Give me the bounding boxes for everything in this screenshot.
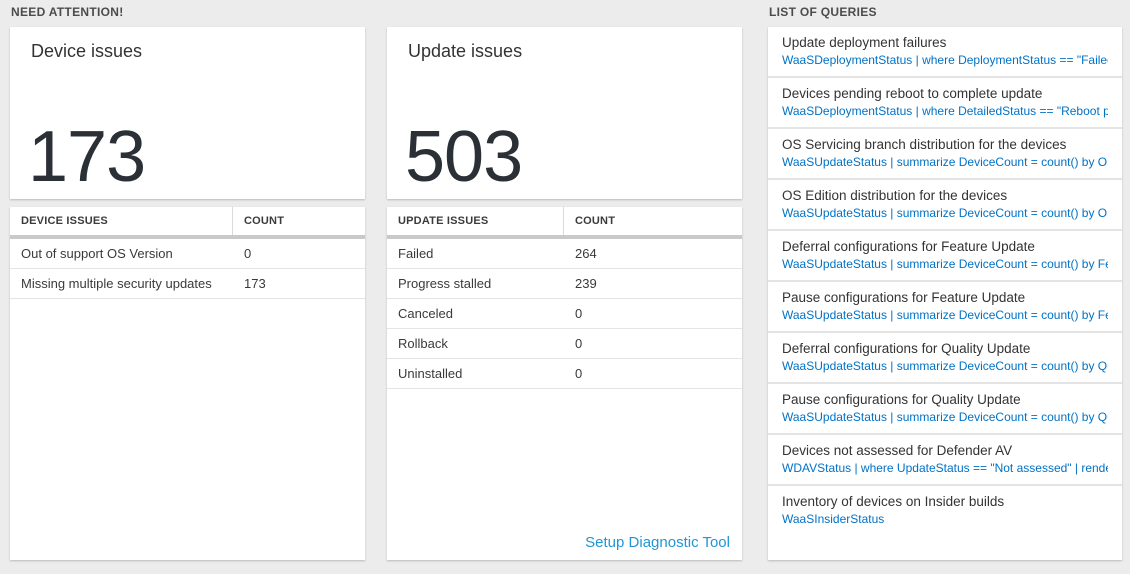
row-count: 264	[575, 246, 597, 261]
query-item-devices-pending-reboot[interactable]: Devices pending reboot to complete updat…	[768, 76, 1122, 127]
table-row-missing-security-updates[interactable]: Missing multiple security updates 173	[10, 269, 365, 299]
query-item-defender-av-not-assessed[interactable]: Devices not assessed for Defender AV WDA…	[768, 433, 1122, 484]
row-label: Rollback	[398, 336, 448, 351]
query-item-deferral-feature-update[interactable]: Deferral configurations for Feature Upda…	[768, 229, 1122, 280]
query-title: Pause configurations for Feature Update	[782, 290, 1026, 305]
query-item-deferral-quality-update[interactable]: Deferral configurations for Quality Upda…	[768, 331, 1122, 382]
row-count: 239	[575, 276, 597, 291]
query-title: OS Servicing branch distribution for the…	[782, 137, 1067, 152]
header-divider-band	[387, 235, 742, 239]
query-item-pause-feature-update[interactable]: Pause configurations for Feature Update …	[768, 280, 1122, 331]
device-issues-count: 173	[28, 117, 146, 197]
query-item-os-servicing-branch[interactable]: OS Servicing branch distribution for the…	[768, 127, 1122, 178]
query-title: OS Edition distribution for the devices	[782, 188, 1008, 203]
row-count: 0	[244, 246, 252, 261]
device-issues-title: Device issues	[31, 41, 143, 61]
query-item-update-deployment-failures[interactable]: Update deployment failures WaaSDeploymen…	[768, 27, 1122, 76]
table-row-uninstalled[interactable]: Uninstalled 0	[387, 359, 742, 389]
row-label: Missing multiple security updates	[21, 276, 212, 291]
query-text[interactable]: WDAVStatus | where UpdateStatus == "Not …	[782, 461, 1108, 475]
query-title: Devices pending reboot to complete updat…	[782, 86, 1043, 101]
header-divider-band	[10, 235, 365, 239]
list-of-queries-header: LIST OF QUERIES	[769, 5, 877, 19]
query-text[interactable]: WaaSUpdateStatus | summarize DeviceCount…	[782, 206, 1108, 220]
row-count: 173	[244, 276, 266, 291]
query-title: Pause configurations for Quality Update	[782, 392, 1021, 407]
query-title: Inventory of devices on Insider builds	[782, 494, 1005, 509]
row-label: Out of support OS Version	[21, 246, 173, 261]
update-issues-table-header: UPDATE ISSUES COUNT	[387, 207, 742, 235]
device-issues-tile[interactable]: Device issues 173	[10, 27, 365, 199]
table-row-rollback[interactable]: Rollback 0	[387, 329, 742, 359]
column-header-device-issues: DEVICE ISSUES	[10, 207, 233, 235]
query-text[interactable]: WaaSDeploymentStatus | where DetailedSta…	[782, 104, 1108, 118]
device-issues-table-header: DEVICE ISSUES COUNT	[10, 207, 365, 235]
row-label: Failed	[398, 246, 434, 261]
query-text[interactable]: WaaSUpdateStatus | summarize DeviceCount…	[782, 257, 1108, 271]
update-issues-tile[interactable]: Update issues 503	[387, 27, 742, 199]
query-text[interactable]: WaaSUpdateStatus | summarize DeviceCount…	[782, 308, 1108, 322]
query-item-insider-builds-inventory[interactable]: Inventory of devices on Insider builds W…	[768, 484, 1122, 535]
query-item-os-edition-distribution[interactable]: OS Edition distribution for the devices …	[768, 178, 1122, 229]
table-row-failed[interactable]: Failed 264	[387, 239, 742, 269]
query-item-pause-quality-update[interactable]: Pause configurations for Quality Update …	[768, 382, 1122, 433]
query-text[interactable]: WaaSUpdateStatus | summarize DeviceCount…	[782, 359, 1108, 373]
query-title: Devices not assessed for Defender AV	[782, 443, 1013, 458]
queries-column: LIST OF QUERIES Update deployment failur…	[768, 0, 1122, 560]
device-issues-table: DEVICE ISSUES COUNT Out of support OS Ve…	[10, 207, 365, 560]
queries-panel: Update deployment failures WaaSDeploymen…	[768, 27, 1122, 560]
column-header-update-issues: UPDATE ISSUES	[387, 207, 564, 235]
setup-diagnostic-tool-link[interactable]: Setup Diagnostic Tool	[585, 534, 730, 551]
update-issues-table: UPDATE ISSUES COUNT Failed 264 Progress …	[387, 207, 742, 560]
table-row-canceled[interactable]: Canceled 0	[387, 299, 742, 329]
row-count: 0	[575, 306, 583, 321]
row-count: 0	[575, 366, 583, 381]
query-text[interactable]: WaaSInsiderStatus	[782, 512, 885, 526]
query-title: Deferral configurations for Feature Upda…	[782, 239, 1035, 254]
update-issues-title: Update issues	[408, 41, 523, 61]
column-header-count: COUNT	[244, 215, 285, 227]
query-text[interactable]: WaaSUpdateStatus | summarize DeviceCount…	[782, 155, 1108, 169]
row-label: Canceled	[398, 306, 453, 321]
table-row-out-of-support-os[interactable]: Out of support OS Version 0	[10, 239, 365, 269]
query-title: Update deployment failures	[782, 35, 947, 50]
need-attention-header: NEED ATTENTION!	[11, 5, 124, 19]
row-label: Progress stalled	[398, 276, 492, 291]
row-label: Uninstalled	[398, 366, 463, 381]
row-count: 0	[575, 336, 583, 351]
query-text[interactable]: WaaSUpdateStatus | summarize DeviceCount…	[782, 410, 1108, 424]
query-text[interactable]: WaaSDeploymentStatus | where DeploymentS…	[782, 53, 1108, 67]
need-attention-middle-column: Update issues 503 UPDATE ISSUES COUNT Fa…	[387, 0, 742, 560]
need-attention-left-column: NEED ATTENTION! Device issues 173 DEVICE…	[10, 0, 365, 560]
update-issues-count: 503	[405, 117, 523, 197]
column-header-count: COUNT	[575, 215, 616, 227]
query-title: Deferral configurations for Quality Upda…	[782, 341, 1031, 356]
table-row-progress-stalled[interactable]: Progress stalled 239	[387, 269, 742, 299]
